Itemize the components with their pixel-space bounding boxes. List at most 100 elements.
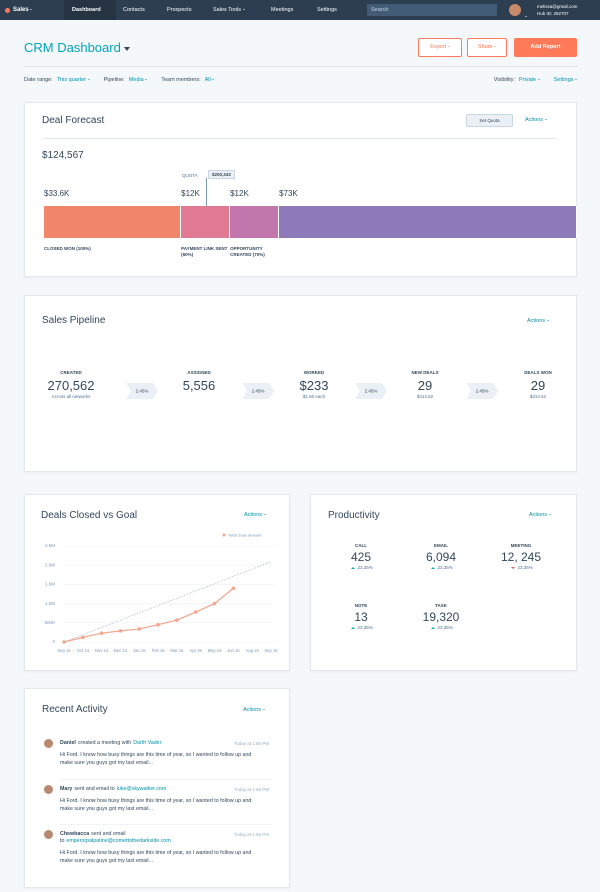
productivity-card: Productivity Actions CALL 425 23.35% EMAIL 6,0…	[310, 494, 577, 671]
activity-target[interactable]: luke@skywalker.com	[116, 786, 167, 792]
nav-item[interactable]: Dashboard	[72, 7, 101, 13]
actions-label: Actions	[525, 117, 544, 123]
activity-action: created a meeting with	[77, 740, 132, 746]
search-box[interactable]: Search	[367, 4, 497, 16]
header-button[interactable]: Export	[418, 38, 462, 57]
actor-name: Mary	[60, 786, 73, 792]
header-button[interactable]: Add Report	[514, 38, 577, 57]
filter[interactable]: Pipeline: Media	[104, 77, 148, 83]
chevron-shape	[126, 383, 158, 399]
activity-target[interactable]: emperorpalpatine@comettothedarkside.com	[66, 838, 171, 844]
pipeline-stage: CREATED 270,562 Across all networks	[26, 370, 116, 399]
caret	[524, 16, 527, 18]
caret	[30, 8, 33, 10]
actions-menu[interactable]: Actions	[243, 707, 265, 713]
y-tick-label: 2.5M	[45, 543, 55, 548]
activity-item: Chewbacca sent and email to emperorpalpati…	[60, 831, 272, 865]
x-tick-label: Apr 15	[190, 648, 203, 653]
metric: TASK 19,320 23.35%	[401, 603, 481, 630]
nav-item[interactable]: Settings	[317, 7, 337, 13]
nav-item[interactable]: Prospects	[167, 7, 191, 13]
card-title: Deal Forecast	[42, 115, 105, 126]
activity-header: Daniel created a meeting with Darth Vader	[60, 740, 210, 747]
legend-marker	[222, 533, 226, 537]
card-title: Productivity	[328, 510, 380, 521]
pipeline-stage: NEW DEALS 29 $414.62	[380, 370, 470, 399]
pipeline-stage: ASSIGNED 5,556	[154, 370, 244, 393]
legend-label: Total close amount	[228, 533, 262, 538]
header-button[interactable]: Share	[467, 38, 507, 57]
metric-value: 12, 245	[500, 550, 542, 564]
card-divider	[42, 138, 556, 139]
nav-item[interactable]: Contacts	[123, 7, 145, 13]
conversion-chevron: 2.45%	[355, 383, 387, 399]
brand-menu[interactable]: Sales	[13, 7, 33, 13]
metric-label: CALL	[355, 543, 367, 548]
activity-avatar	[44, 785, 53, 794]
metric: NOTE 13 23.35%	[321, 603, 401, 630]
caret	[351, 566, 356, 569]
visibility-filter[interactable]: Visibility: Private	[494, 77, 540, 83]
conversion-chevron: 2.45%	[242, 383, 274, 399]
search-placeholder: Search	[371, 7, 389, 13]
logo	[5, 7, 10, 13]
avatar-caret-wrap	[523, 8, 527, 18]
header-divider	[24, 66, 577, 67]
actions-menu[interactable]: Actions	[244, 512, 266, 518]
change-text: 23.35%	[437, 625, 453, 630]
y-tick-label: 2.0M	[45, 562, 55, 567]
stage-sub: $1.60 each	[302, 394, 326, 399]
segment-label: $33.6K	[44, 189, 70, 198]
recent-activity-card: Recent Activity Actions Today at 1:55 PM Da…	[24, 688, 290, 888]
filter[interactable]: Team members: All	[161, 77, 215, 83]
nav-active	[64, 0, 116, 20]
data-point	[193, 610, 198, 614]
activity-target[interactable]: Darth Vader	[133, 740, 162, 746]
dashboard-title[interactable]: CRM Dashboard	[24, 40, 131, 55]
caret	[87, 79, 90, 81]
filter-label: Date range:	[24, 77, 53, 83]
card-title: Sales Pipeline	[42, 315, 106, 326]
conversion-rate: 2.45%	[252, 389, 265, 394]
change-text: 23.35%	[357, 565, 373, 570]
settings-label: Settings	[553, 77, 574, 83]
activity-header: Chewbacca sent and email to emperorpalpati…	[60, 831, 210, 845]
y-tick-label: 500K	[44, 620, 55, 625]
stage-value: 29	[530, 378, 546, 393]
deal-forecast-card: Deal Forecast Set Quota Actions $124,567 QUO…	[24, 102, 577, 277]
x-tick-label: Sep 15	[264, 648, 278, 653]
caret	[263, 514, 266, 516]
segment-label: $12K	[230, 189, 249, 198]
dashboard-title-text: CRM Dashboard	[24, 40, 121, 55]
settings-link[interactable]: Settings	[554, 77, 577, 83]
activity-time: Today at 1:55 PM	[233, 787, 269, 792]
nav-item[interactable]: Sales Tools	[213, 7, 245, 13]
conversion-chevron: 2.45%	[466, 383, 498, 399]
metric-change: 23.35%	[321, 625, 401, 630]
card-title: Recent Activity	[42, 704, 108, 715]
actions-menu[interactable]: Actions	[525, 117, 547, 123]
actions-label: Actions	[529, 512, 548, 518]
filter-label: Visibility:	[493, 77, 515, 83]
stage-sub: $414.62	[529, 394, 547, 399]
set-quota-button[interactable]: Set Quota	[466, 114, 513, 127]
filter-label: Pipeline:	[103, 77, 125, 83]
nav-item[interactable]: Meetings	[271, 7, 293, 13]
forecast-segment	[279, 206, 577, 238]
caret	[447, 46, 450, 48]
x-tick-label: May 15	[208, 648, 222, 653]
actions-menu[interactable]: Actions	[529, 512, 551, 518]
item-divider	[60, 779, 272, 780]
actor-name: Daniel	[60, 740, 76, 746]
avatar[interactable]	[509, 4, 521, 16]
forecast-segment	[44, 206, 182, 238]
forecast-segment	[181, 206, 231, 238]
deals-closed-card: Deals Closed vs Goal Actions 0 500K 1.0M 1.5M…	[24, 494, 290, 671]
segment-label: $73K	[279, 189, 298, 198]
nav-item-label: Meetings	[271, 7, 294, 13]
activity-time: Today at 1:55 PM	[233, 832, 269, 837]
filter[interactable]: Date range: This quarter	[24, 77, 90, 83]
metric-label: NOTE	[354, 603, 368, 608]
activity-time: Today at 1:55 PM	[233, 741, 269, 746]
actions-menu[interactable]: Actions	[527, 318, 549, 324]
